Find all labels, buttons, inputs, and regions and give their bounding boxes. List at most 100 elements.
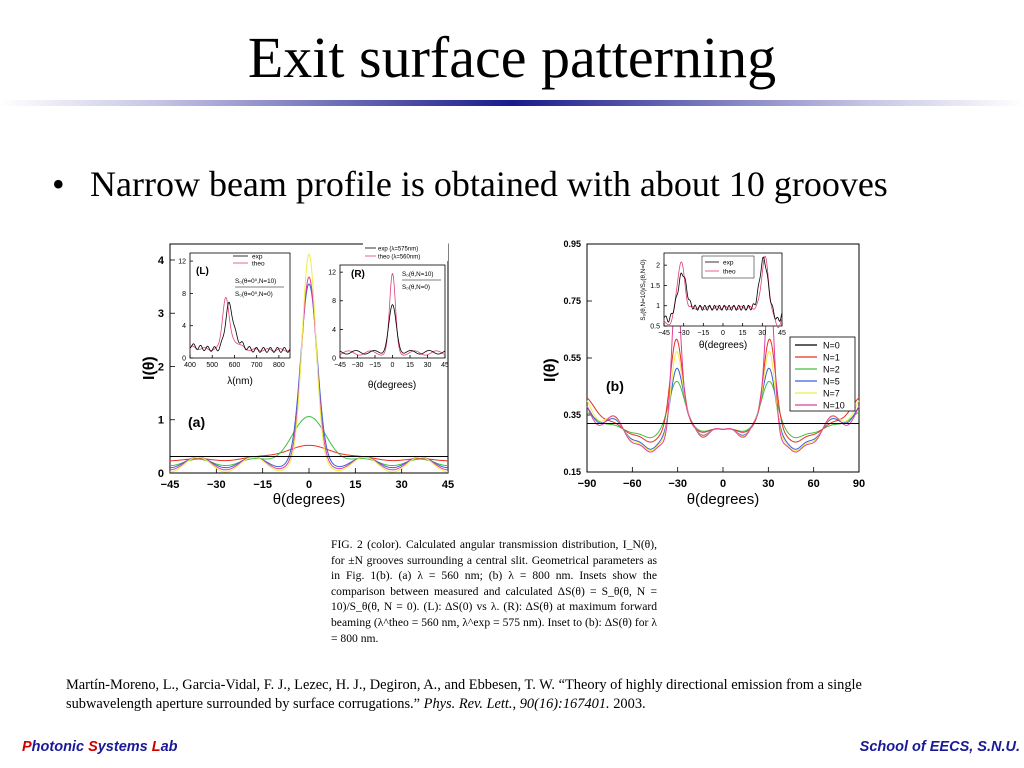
plot-b-xlabel: θ(degrees): [687, 491, 760, 508]
plot-a-y-tick-label: 2: [158, 361, 164, 373]
inset-R-legend-exp: exp (λ=575nm): [378, 247, 418, 253]
inset-L-x-tick-label: 400: [184, 362, 196, 369]
inset-L-formula-num: S₀(θ=0⁰,N=10): [235, 278, 276, 285]
bullet-item: • Narrow beam profile is obtained with ab…: [52, 160, 888, 208]
inset-R-legend-theo: theo (λ=560nm): [378, 255, 420, 261]
inset-R-theo: [339, 272, 446, 356]
series-N7: [169, 253, 449, 473]
inset-R-y-tick-label: 0: [332, 355, 336, 362]
inset-L-x-tick-label: 500: [206, 362, 218, 369]
inset-L-y-tick-label: 8: [182, 291, 186, 298]
inset-b-legend-exp: exp: [723, 260, 734, 267]
inset-L-legend-exp: exp: [252, 254, 263, 261]
plot-b-ylabel: I(θ): [542, 358, 559, 382]
plot-a-xlabel: θ(degrees): [273, 491, 346, 508]
inset-b-y-tick-label: 1.5: [650, 283, 660, 290]
plot-a-y-tick-label: 1: [158, 415, 164, 427]
plot-a-x-tick-label: 15: [349, 479, 361, 491]
plot-b-y-tick-label: 0.15: [563, 467, 581, 477]
plot-a-x-tick-label: −15: [253, 479, 272, 491]
inset-R-y-tick-label: 8: [332, 298, 336, 305]
plot-a-ylabel: I(θ): [141, 356, 158, 380]
plot-a-y-tick-label: 0: [158, 468, 164, 480]
plot-b-x-tick-label: −90: [578, 478, 597, 490]
inset-L-xlabel: λ(nm): [227, 376, 253, 387]
slide-title: Exit surface patterning: [247, 25, 777, 90]
inset-L-x-tick-label: 800: [273, 362, 285, 369]
inset-L: (L) exp theo S₀(θ=0⁰,N=10) S₀(θ=0⁰,N=0) …: [178, 252, 291, 387]
plot-b-y-tick-label: 0.55: [563, 353, 581, 363]
series-N1: [170, 444, 448, 462]
plot-a-panel-label: (a): [188, 414, 205, 430]
plot-b-x-tick-label: −30: [668, 478, 687, 490]
plot-b-legend: N=0 N=1 N=2 N=5 N=7 N=10: [789, 336, 856, 412]
inset-R-x-tick-label: −15: [369, 362, 381, 369]
legend-entry: N=5: [823, 377, 840, 387]
inset-L-label: (L): [196, 266, 209, 277]
inset-R-y-tick-label: 4: [332, 327, 336, 334]
plot-a-x-tick-label: −45: [161, 479, 180, 491]
legend-entry: N=1: [823, 353, 840, 363]
inset-b-xlabel: θ(degrees): [699, 340, 747, 351]
plot-a-y-tick-label: 4: [158, 255, 165, 267]
inset-R-x-tick-label: −45: [334, 362, 346, 369]
series-N2: [169, 416, 449, 467]
plot-b-x-tick-label: 0: [720, 478, 726, 490]
inset-R-x-tick-label: 30: [424, 362, 432, 369]
inset-L-legend-theo: theo: [252, 261, 265, 268]
legend-entry: N=7: [823, 389, 840, 399]
inset-R-y-tick-label: 12: [328, 270, 336, 277]
inset-R-x-tick-label: −30: [352, 362, 364, 369]
bullet-text: Narrow beam profile is obtained with abo…: [90, 164, 888, 204]
reference-journal: Phys. Rev. Lett., 90(16):167401.: [423, 696, 610, 712]
inset-L-formula-den: S₀(θ=0⁰,N=0): [235, 291, 273, 298]
inset-b-x-tick-label: 45: [778, 330, 786, 337]
plot-a-y-tick-label: 3: [158, 308, 164, 320]
footer-lab-name: Photonic Systems Lab: [22, 739, 178, 755]
caption-text: FIG. 2 (color). Calculated angular trans…: [331, 538, 657, 645]
series-N10: [586, 282, 860, 453]
inset-b-x-tick-label: 15: [739, 330, 747, 337]
inset-R-x-tick-label: 15: [406, 362, 414, 369]
figure-b: 0.15 0.35 0.55 0.75 0.95 −90 −60 −30 0 30 60 90 I(…: [542, 239, 865, 508]
inset-b-x-tick-label: −30: [678, 330, 690, 337]
plot-b-x-tick-label: 30: [762, 478, 774, 490]
footer-school: School of EECS, S.N.U.: [859, 739, 1020, 755]
inset-R-label: (R): [351, 269, 365, 280]
inset-R-formula-den: S₀(θ,N=0): [402, 284, 430, 291]
inset-L-x-tick-label: 700: [251, 362, 263, 369]
plot-b-x-tick-label: −60: [623, 478, 642, 490]
plot-b-y-tick-label: 0.35: [563, 410, 581, 420]
series-N5: [169, 283, 449, 469]
bullet-mark: •: [52, 164, 65, 204]
inset-b-x-tick-label: 30: [758, 330, 766, 337]
inset-L-exp: [189, 301, 291, 353]
reference-year: 2003.: [613, 696, 646, 712]
plot-b-x-tick-label: 90: [853, 478, 865, 490]
inset-b-x-tick-label: −45: [658, 330, 670, 337]
plot-a-x-tick-label: 0: [306, 479, 312, 491]
inset-b-exp: [663, 256, 783, 323]
inset-b-legend-theo: theo: [723, 269, 736, 276]
inset-b-x-tick-label: 0: [721, 330, 725, 337]
inset-L-y-tick-label: 12: [178, 259, 186, 266]
plot-a-x-tick-label: 45: [442, 479, 454, 491]
title-divider: [0, 100, 1024, 106]
inset-R-x-tick-label: 0: [391, 362, 395, 369]
plot-b-x-tick-label: 60: [808, 478, 820, 490]
reference-citation: Martín-Moreno, L., Garcia-Vidal, F. J., …: [66, 676, 946, 714]
legend-entry: N=2: [823, 365, 840, 375]
figure-caption: FIG. 2 (color). Calculated angular trans…: [331, 537, 657, 646]
inset-L-y-tick-label: 4: [182, 323, 186, 330]
plot-b-y-tick-label: 0.95: [563, 239, 581, 249]
reference-authors: Martín-Moreno, L., Garcia-Vidal, F. J., …: [66, 677, 862, 712]
inset-b-y-tick-label: 1: [656, 303, 660, 310]
plot-b-y-tick-label: 0.75: [563, 296, 581, 306]
plot-a-x-tick-label: −30: [207, 479, 226, 491]
plot-a-x-tick-label: 30: [396, 479, 408, 491]
inset-b-y-tick-label: 2: [656, 263, 660, 270]
inset-b-ylabel: S₀(θ,N=10)/S₀(θ,N=0): [640, 259, 647, 320]
inset-R-exp: [339, 304, 446, 355]
legend-entry: N=0: [823, 341, 840, 351]
